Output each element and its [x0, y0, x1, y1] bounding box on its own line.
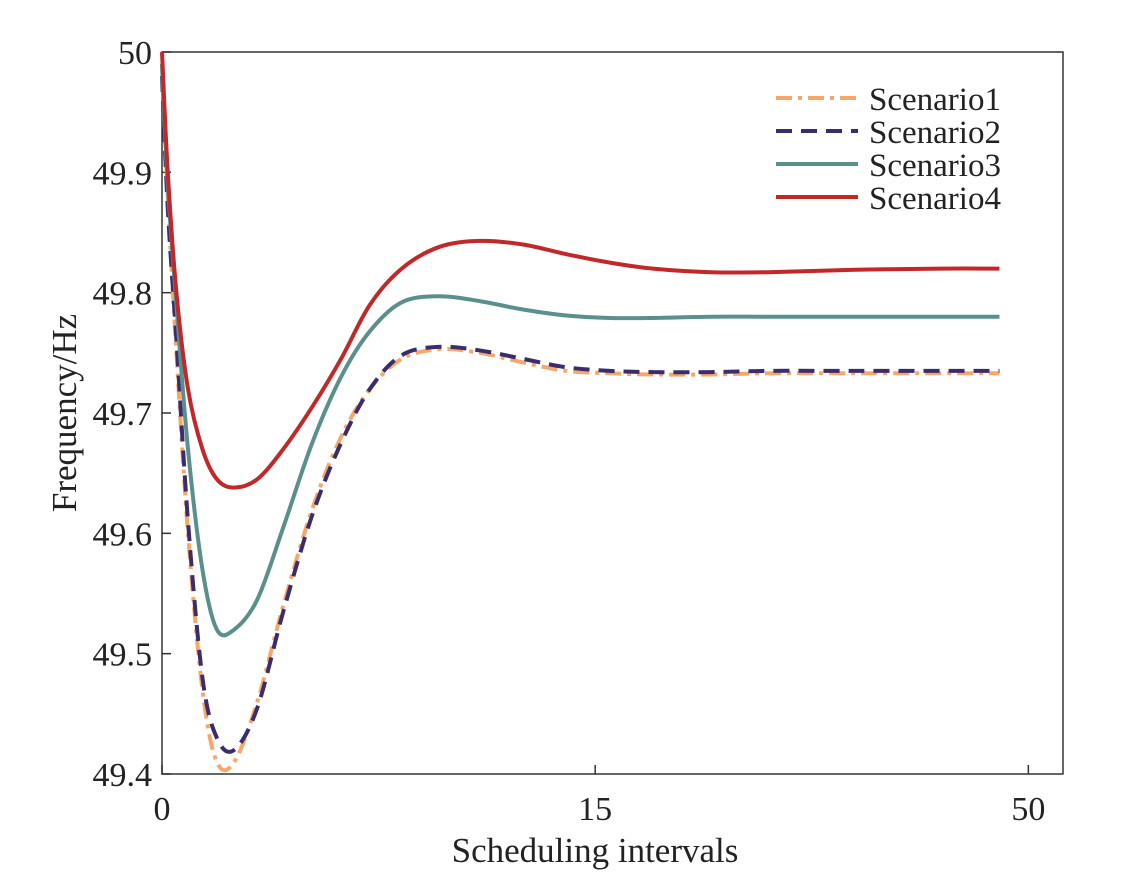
x-tick-label: 50 — [1011, 791, 1045, 828]
series-line-scenario4 — [160, 51, 1000, 490]
y-tick-label: 49.8 — [93, 276, 153, 313]
legend-label-scenario4: Scenario4 — [869, 181, 1001, 217]
legend-label-scenario1: Scenario1 — [869, 82, 1001, 118]
y-axis-ticks: 49.4 49.5 49.6 49.7 49.8 49.9 50 — [93, 35, 171, 794]
y-tick-label: 50 — [118, 35, 152, 72]
y-tick-label: 49.6 — [93, 516, 153, 553]
y-tick-label: 49.5 — [93, 637, 153, 674]
x-axis-title: Scheduling intervals — [452, 831, 739, 870]
y-tick-label: 49.4 — [93, 757, 153, 794]
legend-label-scenario3: Scenario3 — [869, 148, 1001, 184]
x-tick-label: 0 — [154, 791, 171, 828]
legend-label-scenario2: Scenario2 — [869, 115, 1001, 151]
series-line-scenario1 — [160, 63, 1000, 773]
y-axis-title: Frequency/Hz — [45, 314, 84, 512]
y-tick-label: 49.7 — [93, 396, 153, 433]
series-line-scenario2 — [160, 75, 1000, 754]
y-tick-label: 49.9 — [93, 155, 153, 192]
x-axis-ticks: 0 15 50 — [154, 765, 1045, 828]
series-layer — [160, 51, 1000, 773]
x-tick-label: 15 — [578, 791, 612, 828]
series-line-scenario3 — [160, 63, 1000, 638]
